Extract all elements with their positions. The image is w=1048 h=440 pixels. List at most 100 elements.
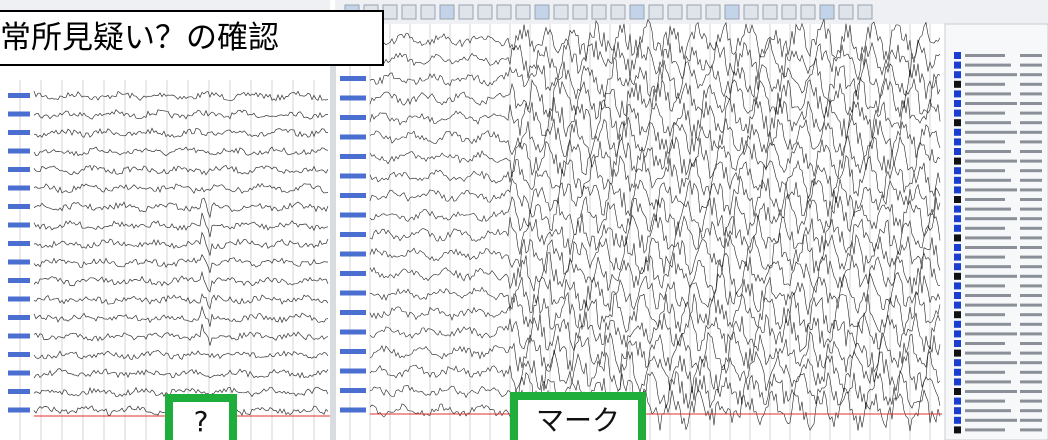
event-time [1020,140,1042,143]
event-time [1020,112,1042,115]
eeg-viewer [0,0,1048,440]
event-time [1020,313,1042,316]
channel-label [8,334,30,339]
event-time [1020,227,1042,230]
channel-label [8,297,30,302]
title: 常所見疑い？の確認 [0,10,384,66]
channel-label [8,315,30,320]
event-time [1020,121,1042,124]
event-time [1020,256,1042,259]
toolbar-button [649,5,663,19]
event-text [965,160,1017,163]
event-text [965,284,1005,287]
event-color [954,330,961,337]
screenshot: 常所見疑い？の確認 ? マーク [0,0,1048,440]
toolbar-button [611,5,625,19]
event-time [1020,102,1042,105]
toolbar-button [858,5,872,19]
toolbar-button [687,5,701,19]
channel-label [8,260,30,265]
toolbar-button [421,5,435,19]
event-color [954,119,961,126]
background [0,0,1048,440]
divider [330,24,336,440]
event-text [965,371,1005,374]
toolbar-button [630,5,644,19]
event-color [954,254,961,261]
event-color [954,398,961,405]
event-color [954,263,961,270]
channel-label [340,232,366,237]
channel-label [340,252,366,257]
event-text [965,352,1011,355]
event-time [1020,361,1042,364]
event-time [1020,371,1042,374]
event-time [1020,390,1042,393]
channel-label [340,174,366,179]
toolbar-button [516,5,530,19]
event-color [954,138,961,145]
event-text [965,275,1017,278]
event-text [965,304,1017,307]
event-text [965,131,1017,134]
event-time [1020,304,1042,307]
channel-label [8,204,30,209]
event-text [965,217,1017,220]
event-text [965,390,1017,393]
event-text [965,102,1017,105]
event-color [954,110,961,117]
event-text [965,169,1005,172]
event-text [965,64,1011,67]
event-text [965,121,1011,124]
event-color [954,292,961,299]
toolbar-button [820,5,834,19]
channel-label [8,112,30,117]
toolbar-button [440,5,454,19]
event-text [965,313,1005,316]
event-time [1020,265,1042,268]
event-color [954,206,961,213]
event-color [954,302,961,309]
event-text [965,332,1017,335]
toolbar-button [383,5,397,19]
event-text [965,112,1005,115]
event-time [1020,246,1042,249]
event-color [954,71,961,78]
event-color [954,148,961,155]
event-color [954,311,961,318]
callout-mark: マーク [510,392,646,440]
event-text [965,361,1017,364]
channel-label [8,241,30,246]
event-text [965,246,1017,249]
event-text [965,198,1005,201]
event-text [965,83,1005,86]
event-time [1020,208,1042,211]
event-text [965,54,1005,57]
event-text [965,323,1011,326]
channel-label [8,149,30,154]
event-color [954,273,961,280]
toolbar-button [744,5,758,19]
channel-label [340,291,366,296]
channel-label [340,135,366,140]
event-color [954,186,961,193]
event-color [954,369,961,376]
event-color [954,129,961,136]
channel-label [340,388,366,393]
toolbar-button [801,5,815,19]
channel-label [340,213,366,218]
event-text [965,73,1017,76]
channel-label [8,389,30,394]
event-text [965,236,1011,239]
event-time [1020,150,1042,153]
event-color [954,215,961,222]
event-time [1020,160,1042,163]
event-text [965,150,1011,153]
channel-label [8,371,30,376]
channel-label [8,223,30,228]
channel-label [8,130,30,135]
toolbar-button [459,5,473,19]
event-color [954,244,961,251]
event-color [954,388,961,395]
event-time [1020,188,1042,191]
